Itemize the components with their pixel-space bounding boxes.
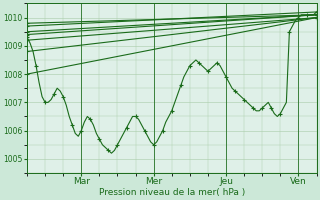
X-axis label: Pression niveau de la mer( hPa ): Pression niveau de la mer( hPa )	[99, 188, 245, 197]
